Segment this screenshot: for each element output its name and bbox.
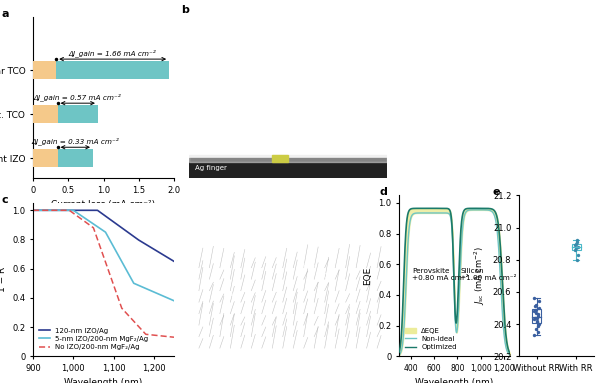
Point	[570, 242, 580, 248]
Point	[530, 332, 539, 338]
Point	[572, 246, 581, 252]
Point	[530, 303, 540, 309]
5-nm IZO/200-nm MgF₂/Ag	[170, 298, 178, 303]
Point	[573, 244, 583, 250]
5-nm IZO/200-nm MgF₂/Ag	[136, 283, 143, 288]
Text: IZO: IZO	[318, 273, 330, 278]
Bar	[572, 244, 581, 250]
Text: e: e	[493, 187, 500, 197]
Point	[532, 302, 541, 308]
120-nm IZO/Ag	[29, 208, 37, 213]
120-nm IZO/Ag	[112, 221, 119, 226]
Point	[533, 311, 543, 318]
120-nm IZO/Ag	[170, 259, 178, 264]
Text: Ag finger: Ag finger	[195, 165, 227, 171]
Bar	[33, 61, 169, 79]
No IZO/200-nm MgF₂/Ag	[170, 335, 178, 339]
X-axis label: Wavelength (nm): Wavelength (nm)	[415, 378, 494, 383]
Y-axis label: 1 − R: 1 − R	[0, 267, 7, 292]
5-nm IZO/200-nm MgF₂/Ag	[65, 208, 73, 213]
Text: d: d	[379, 187, 387, 197]
No IZO/200-nm MgF₂/Ag	[124, 312, 131, 316]
Text: Rear side: Rear side	[205, 145, 241, 154]
No IZO/200-nm MgF₂/Ag	[29, 208, 37, 213]
Text: ΔJ_gain = 0.57 mA cm⁻²: ΔJ_gain = 0.57 mA cm⁻²	[34, 93, 122, 101]
Text: c-Si wafer: c-Si wafer	[269, 211, 307, 220]
Point	[530, 308, 539, 314]
Legend: 120-nm IZO/Ag, 5-nm IZO/200-nm MgF₂/Ag, No IZO/200-nm MgF₂/Ag: 120-nm IZO/Ag, 5-nm IZO/200-nm MgF₂/Ag, …	[37, 325, 151, 353]
Point	[572, 241, 581, 247]
Text: Silicon
+1.09 mA cm⁻²: Silicon +1.09 mA cm⁻²	[460, 268, 517, 281]
Text: c: c	[2, 195, 8, 205]
Point	[572, 239, 582, 245]
Text: c-Si wafer: c-Si wafer	[299, 71, 337, 80]
No IZO/200-nm MgF₂/Ag	[55, 208, 62, 213]
120-nm IZO/Ag	[93, 208, 100, 213]
No IZO/200-nm MgF₂/Ag	[136, 325, 143, 329]
Point	[532, 319, 542, 326]
Point	[572, 257, 581, 263]
Point	[573, 252, 583, 258]
Bar	[33, 61, 56, 79]
5-nm IZO/200-nm MgF₂/Ag	[124, 269, 131, 274]
Point	[531, 306, 541, 313]
Bar	[189, 158, 387, 178]
120-nm IZO/Ag	[65, 208, 73, 213]
Point	[534, 305, 544, 311]
No IZO/200-nm MgF₂/Ag	[112, 290, 119, 295]
Bar	[33, 105, 58, 123]
Line: No IZO/200-nm MgF₂/Ag: No IZO/200-nm MgF₂/Ag	[33, 210, 174, 337]
Y-axis label: EQE: EQE	[364, 267, 373, 285]
Text: Perovskite
+0.80 mA cm⁻²: Perovskite +0.80 mA cm⁻²	[412, 268, 469, 281]
Point	[533, 313, 542, 319]
120-nm IZO/Ag	[124, 229, 131, 234]
Point	[532, 318, 542, 324]
Line: 5-nm IZO/200-nm MgF₂/Ag: 5-nm IZO/200-nm MgF₂/Ag	[33, 210, 174, 301]
Point	[535, 298, 544, 304]
Text: ΔJ_gain = 1.66 mA cm⁻²: ΔJ_gain = 1.66 mA cm⁻²	[69, 49, 157, 57]
Point	[530, 314, 540, 321]
Bar	[189, 155, 387, 162]
Point	[533, 322, 543, 329]
Bar	[272, 155, 288, 162]
Text: MgF₂: MgF₂	[298, 263, 315, 269]
Point	[532, 314, 542, 321]
120-nm IZO/Ag	[136, 238, 143, 242]
Point	[529, 295, 539, 301]
Text: ΔJ_gain = 0.33 mA cm⁻²: ΔJ_gain = 0.33 mA cm⁻²	[31, 137, 119, 145]
X-axis label: Wavelength (nm): Wavelength (nm)	[64, 378, 143, 383]
No IZO/200-nm MgF₂/Ag	[93, 235, 100, 240]
Bar	[532, 309, 541, 323]
Text: Ag: Ag	[229, 292, 238, 298]
Point	[533, 329, 543, 335]
Text: a: a	[2, 9, 10, 19]
Legend: ΔEQE, Non-ideal, Optimized: ΔEQE, Non-ideal, Optimized	[403, 325, 460, 353]
Legend: Optimized, Non-ideal: Optimized, Non-ideal	[49, 0, 172, 1]
Bar	[33, 149, 93, 167]
Y-axis label: $J_{\rm sc}$ (mA cm$^{-2}$): $J_{\rm sc}$ (mA cm$^{-2}$)	[473, 246, 487, 305]
No IZO/200-nm MgF₂/Ag	[65, 208, 73, 213]
Point	[535, 321, 544, 327]
5-nm IZO/200-nm MgF₂/Ag	[29, 208, 37, 213]
Point	[571, 247, 580, 253]
Bar	[33, 105, 98, 123]
Point	[572, 237, 582, 244]
Line: 120-nm IZO/Ag: 120-nm IZO/Ag	[33, 210, 174, 261]
5-nm IZO/200-nm MgF₂/Ag	[93, 224, 100, 229]
Text: b: b	[181, 5, 189, 15]
Point	[530, 316, 539, 322]
Text: Front side: Front side	[299, 26, 337, 36]
Point	[532, 310, 541, 316]
120-nm IZO/Ag	[55, 208, 62, 213]
5-nm IZO/200-nm MgF₂/Ag	[55, 208, 62, 213]
Bar	[33, 149, 58, 167]
5-nm IZO/200-nm MgF₂/Ag	[112, 249, 119, 254]
X-axis label: Current loss (mA cm⁻²): Current loss (mA cm⁻²)	[52, 200, 155, 209]
Point	[532, 326, 541, 332]
